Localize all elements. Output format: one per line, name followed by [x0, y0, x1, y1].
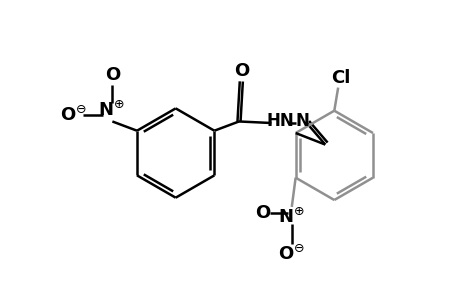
Text: $\mathregular{N}^{\oplus}$: $\mathregular{N}^{\oplus}$: [97, 101, 124, 120]
Text: $\mathregular{O}^{\ominus}$: $\mathregular{O}^{\ominus}$: [60, 106, 86, 125]
Text: O: O: [233, 62, 248, 80]
Text: N: N: [295, 112, 308, 130]
Text: O: O: [254, 204, 269, 222]
Text: $\mathregular{O}^{\ominus}$: $\mathregular{O}^{\ominus}$: [278, 244, 305, 264]
Text: $\mathregular{N}^{\oplus}$: $\mathregular{N}^{\oplus}$: [278, 208, 304, 227]
Text: O: O: [105, 65, 120, 83]
Text: HN: HN: [266, 112, 294, 130]
Text: Cl: Cl: [330, 69, 349, 87]
